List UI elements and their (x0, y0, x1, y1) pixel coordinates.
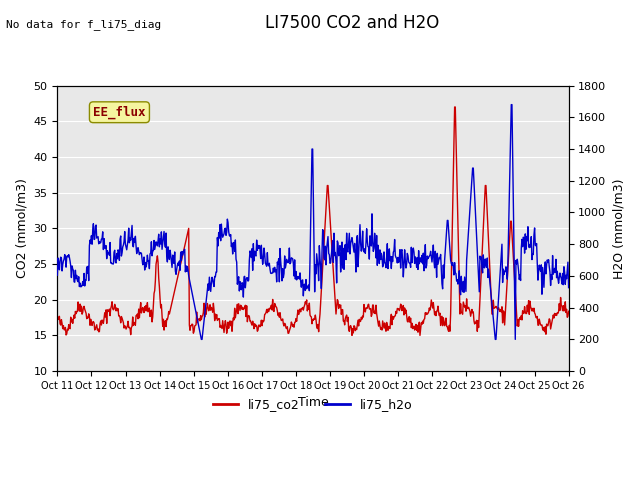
Text: EE_flux: EE_flux (93, 106, 146, 119)
Text: LI7500 CO2 and H2O: LI7500 CO2 and H2O (265, 14, 439, 33)
Y-axis label: CO2 (mmol/m3): CO2 (mmol/m3) (15, 179, 28, 278)
Text: No data for f_li75_diag: No data for f_li75_diag (6, 19, 162, 30)
X-axis label: Time: Time (298, 396, 328, 409)
Legend: li75_co2, li75_h2o: li75_co2, li75_h2o (208, 393, 418, 416)
Y-axis label: H2O (mmol/m3): H2O (mmol/m3) (612, 178, 625, 278)
